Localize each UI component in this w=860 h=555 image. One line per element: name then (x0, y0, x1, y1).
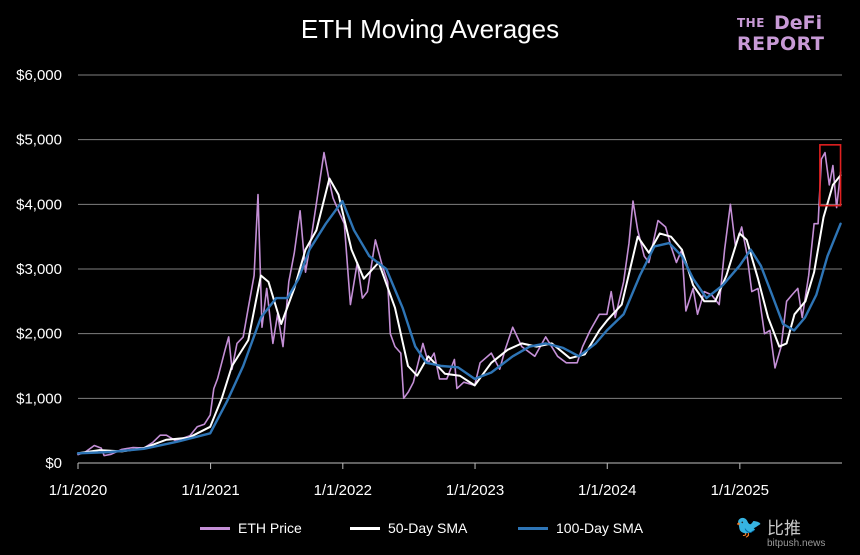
highlight-box (819, 144, 842, 207)
y-tick-label: $0 (45, 455, 62, 472)
legend-item-eth-price: ETH Price (200, 520, 302, 536)
legend-swatch-100day (518, 526, 548, 530)
legend-swatch-50day (350, 526, 380, 530)
y-tick-label: $2,000 (16, 326, 62, 343)
legend-swatch-eth-price (200, 526, 230, 530)
legend-label-50day: 50-Day SMA (388, 520, 468, 536)
legend: ETH Price 50-Day SMA 100-Day SMA (0, 520, 860, 542)
y-tick-label: $6,000 (16, 67, 62, 84)
annotations (819, 144, 842, 207)
x-tick-label: 1/1/2022 (314, 482, 372, 499)
legend-item-100day: 100-Day SMA (518, 520, 643, 536)
watermark-text: 比推 (767, 519, 801, 539)
bitpush-watermark: 🐦 比推 bitpush.news (735, 510, 855, 554)
series-line-100-day-sma (76, 199, 842, 455)
logo-line1: THE (737, 16, 765, 30)
series-line-eth-price (77, 151, 842, 457)
x-tick-label: 1/1/2020 (49, 482, 107, 499)
series-line-50-day-sma (77, 174, 842, 455)
series-lines (76, 151, 842, 457)
y-axis-ticks: $0 $1,000 $2,000 $3,000 $4,000 $5,000 $6,000 (16, 67, 62, 472)
y-tick-label: $3,000 (16, 261, 62, 278)
x-axis-ticks: 1/1/2020 1/1/2021 1/1/2022 1/1/2023 1/1/2024… (49, 463, 769, 499)
bird-icon: 🐦 (735, 514, 763, 539)
x-tick-label: 1/1/2023 (446, 482, 504, 499)
x-tick-label: 1/1/2021 (181, 482, 239, 499)
logo-line1b: DeFi (774, 12, 823, 34)
legend-label-100day: 100-Day SMA (556, 520, 644, 536)
watermark-url: bitpush.news (767, 538, 826, 549)
legend-item-50day: 50-Day SMA (350, 520, 467, 536)
x-tick-label: 1/1/2025 (711, 482, 769, 499)
y-tick-label: $4,000 (16, 196, 62, 213)
y-tick-label: $1,000 (16, 390, 62, 407)
y-tick-label: $5,000 (16, 132, 62, 149)
chart-title: ETH Moving Averages (300, 14, 560, 44)
grid-lines (78, 74, 842, 464)
defi-report-logo: THE DeFi REPORT (737, 12, 827, 56)
logo-line2: REPORT (737, 33, 825, 55)
x-tick-label: 1/1/2024 (578, 482, 636, 499)
legend-label-eth-price: ETH Price (238, 520, 302, 536)
